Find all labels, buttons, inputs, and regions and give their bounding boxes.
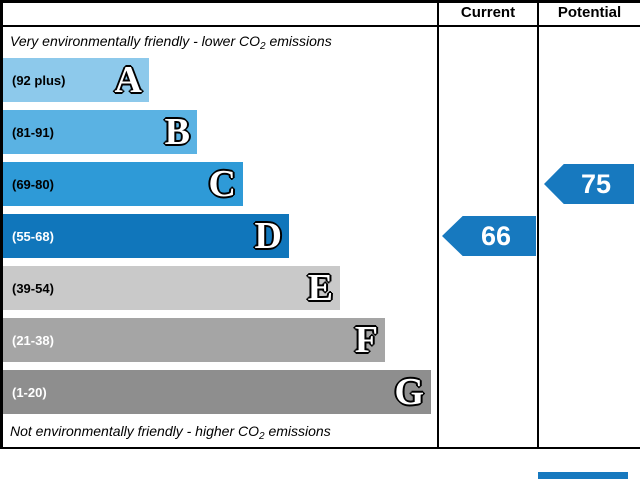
- band-range: (21-38): [12, 332, 54, 348]
- current-rating-value: 66: [480, 220, 512, 251]
- potential-column-header: Potential: [557, 4, 622, 21]
- rating-bands: (92 plus) A (81-91) B (69-80) C (55-68) …: [3, 58, 431, 422]
- band-range: (92 plus): [12, 72, 66, 88]
- band-row-d: (55-68) D: [3, 214, 289, 258]
- top-note-subscript: 2: [260, 41, 266, 52]
- band-range: (69-80): [12, 176, 54, 192]
- bottom-note: Not environmentally friendly - higher CO…: [10, 423, 331, 442]
- band-row-c: (69-80) C: [3, 162, 243, 206]
- header-underline: [0, 25, 640, 27]
- band-letter: D: [254, 215, 282, 257]
- bottom-note-subscript: 2: [259, 431, 265, 442]
- top-note-text: Very environmentally friendly - lower CO: [10, 33, 261, 49]
- band-letter: A: [114, 59, 142, 101]
- band-row-g: (1-20) G: [3, 370, 431, 414]
- band-letter: B: [164, 111, 190, 153]
- band-row-f: (21-38) F: [3, 318, 385, 362]
- partial-next-element: [538, 472, 628, 479]
- top-note: Very environmentally friendly - lower CO…: [10, 33, 332, 52]
- bottom-note-text: Not environmentally friendly - higher CO: [10, 423, 259, 439]
- band-range: (81-91): [12, 124, 54, 140]
- potential-rating-arrow: 75: [544, 164, 634, 204]
- band-row-b: (81-91) B: [3, 110, 197, 154]
- current-column-separator: [437, 0, 439, 449]
- bottom-note-suffix: emissions: [264, 423, 331, 439]
- top-border: [0, 0, 640, 3]
- band-letter: F: [354, 319, 378, 361]
- top-note-suffix: emissions: [265, 33, 332, 49]
- band-letter: E: [307, 267, 333, 309]
- band-row-a: (92 plus) A: [3, 58, 149, 102]
- band-letter: C: [208, 163, 236, 205]
- left-border: [0, 0, 3, 449]
- band-row-e: (39-54) E: [3, 266, 340, 310]
- current-rating-arrow: 66: [442, 216, 536, 256]
- potential-rating-value: 75: [580, 168, 612, 199]
- band-range: (1-20): [12, 384, 47, 400]
- band-range: (39-54): [12, 280, 54, 296]
- current-column-header: Current: [460, 4, 516, 21]
- band-range: (55-68): [12, 228, 54, 244]
- potential-column-separator: [537, 0, 539, 449]
- bottom-border: [0, 447, 640, 449]
- band-letter: G: [394, 371, 424, 413]
